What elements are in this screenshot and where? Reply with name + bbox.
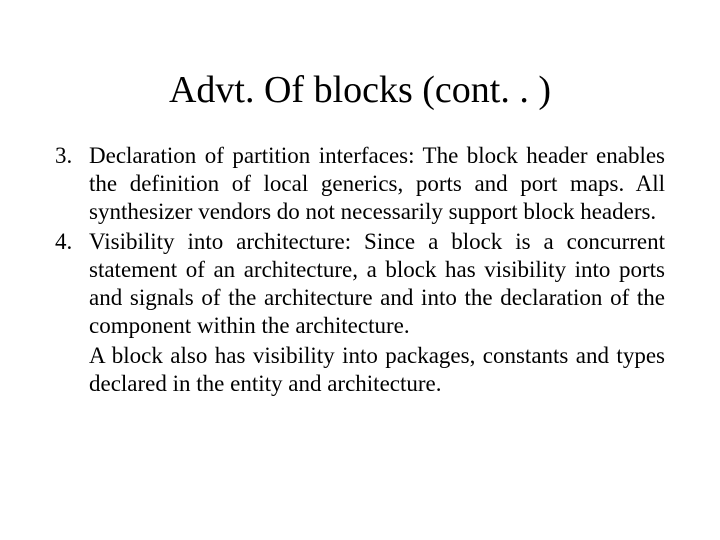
slide-title: Advt. Of blocks (cont. . ) <box>55 68 665 112</box>
item-text: Declaration of partition interfaces: The… <box>89 142 665 226</box>
item-number: 4. <box>55 228 89 340</box>
item-number: 3. <box>55 142 89 226</box>
item-text: Visibility into architecture: Since a bl… <box>89 228 665 340</box>
item-addendum: A block also has visibility into package… <box>89 342 665 398</box>
list-item: 3. Declaration of partition interfaces: … <box>55 142 665 226</box>
slide-container: Advt. Of blocks (cont. . ) 3. Declaratio… <box>0 0 720 540</box>
slide-content: 3. Declaration of partition interfaces: … <box>55 142 665 398</box>
list-item: 4. Visibility into architecture: Since a… <box>55 228 665 340</box>
